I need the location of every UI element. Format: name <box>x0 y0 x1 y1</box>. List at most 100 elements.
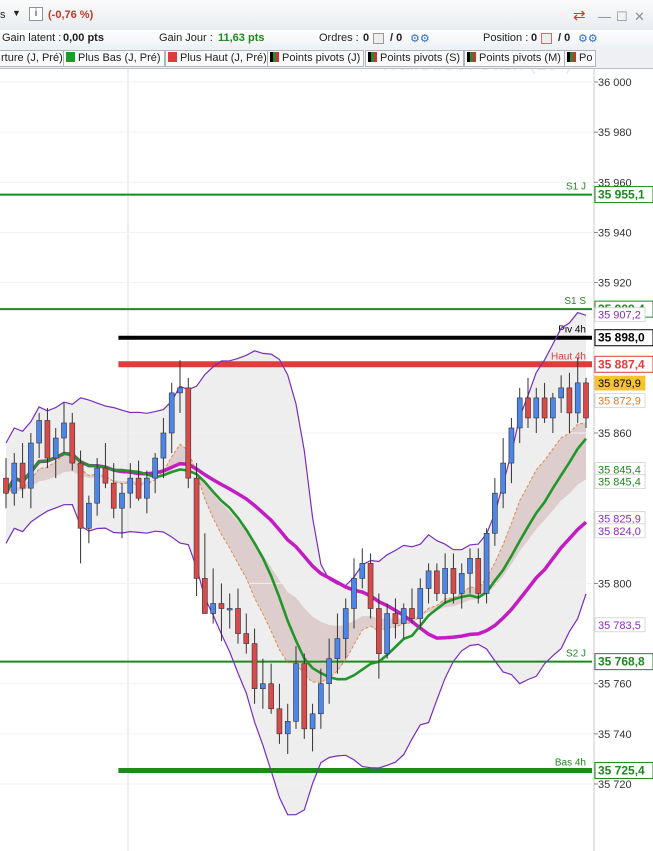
candle[interactable] <box>583 377 589 428</box>
candle[interactable] <box>434 563 440 601</box>
orders-box-icon[interactable] <box>373 33 384 46</box>
candle[interactable] <box>359 548 366 589</box>
candle[interactable] <box>19 443 26 499</box>
pivot-tag-value: 35 768,8 <box>598 655 645 669</box>
indicator-tab-open[interactable]: rture (J, Pré) <box>0 50 67 67</box>
candle[interactable] <box>168 382 175 454</box>
candle[interactable] <box>28 433 34 509</box>
candle[interactable] <box>210 568 216 624</box>
candle[interactable] <box>77 450 84 564</box>
candle[interactable] <box>467 548 473 594</box>
candle[interactable] <box>342 598 349 659</box>
sync-icon[interactable]: ⇄ <box>573 7 586 24</box>
candle[interactable] <box>367 553 374 619</box>
indicator-tab-more[interactable]: Po <box>564 50 597 67</box>
candle[interactable] <box>276 683 283 744</box>
candle[interactable] <box>61 402 67 454</box>
candle[interactable] <box>558 375 564 413</box>
candle[interactable] <box>260 658 266 709</box>
candle[interactable] <box>574 357 581 423</box>
candle[interactable] <box>243 613 250 654</box>
candle[interactable] <box>541 382 548 423</box>
minimize-icon[interactable]: — <box>598 9 611 24</box>
candle[interactable] <box>425 563 432 604</box>
candle[interactable] <box>44 407 51 469</box>
candle-body <box>119 492 125 509</box>
candle[interactable] <box>417 578 424 629</box>
candle[interactable] <box>508 417 515 484</box>
candle[interactable] <box>483 528 490 604</box>
candle[interactable] <box>119 483 125 539</box>
candles[interactable] <box>3 357 589 754</box>
candle[interactable] <box>516 387 523 444</box>
pivot-line-label: Bas 4h <box>555 757 586 768</box>
candle[interactable] <box>400 603 407 639</box>
candle[interactable] <box>450 553 457 604</box>
candle[interactable] <box>127 463 134 509</box>
candle[interactable] <box>11 453 18 506</box>
candle[interactable] <box>384 603 390 659</box>
candle[interactable] <box>525 377 531 428</box>
candle-body <box>508 427 515 464</box>
info-icon[interactable]: i <box>29 7 43 21</box>
position-box-icon[interactable] <box>541 33 552 46</box>
candle[interactable] <box>3 458 9 509</box>
candle[interactable] <box>475 548 482 604</box>
candle[interactable] <box>193 463 200 596</box>
instrument-dropdown-icon[interactable]: ▼ <box>12 8 21 18</box>
candle[interactable] <box>202 533 208 614</box>
candle[interactable] <box>318 668 324 729</box>
candle[interactable] <box>533 387 540 433</box>
candle[interactable] <box>52 427 59 479</box>
candle[interactable] <box>144 470 150 514</box>
indicator-tab-high[interactable]: Plus Haut (J, Pré) <box>165 50 271 67</box>
candle[interactable] <box>284 703 291 754</box>
candle[interactable] <box>301 653 308 739</box>
candle[interactable] <box>492 478 498 546</box>
candle[interactable] <box>86 495 92 544</box>
orders-gear-icon[interactable]: ⚙⚙ <box>410 33 430 45</box>
candle[interactable] <box>392 598 399 639</box>
candle[interactable] <box>177 360 183 413</box>
candle[interactable] <box>409 588 415 624</box>
indicator-tab-low[interactable]: Plus Bas (J, Pré) <box>63 50 165 67</box>
candle[interactable] <box>566 372 573 433</box>
candle[interactable] <box>226 593 233 629</box>
candle[interactable] <box>218 583 225 642</box>
candle[interactable] <box>309 703 316 752</box>
close-icon[interactable]: ✕ <box>634 9 645 24</box>
candle[interactable] <box>94 458 100 516</box>
candle-body <box>293 663 299 722</box>
candle[interactable] <box>458 563 465 609</box>
candle[interactable] <box>69 412 76 471</box>
candle[interactable] <box>376 593 382 679</box>
candle[interactable] <box>235 588 241 644</box>
maximize-icon[interactable]: ☐ <box>616 9 628 24</box>
candle[interactable] <box>102 443 109 489</box>
candle[interactable] <box>36 412 42 459</box>
value-tag-box <box>594 474 646 490</box>
value-tag-box <box>594 307 646 323</box>
candle[interactable] <box>110 463 117 519</box>
candle[interactable] <box>135 460 142 501</box>
candle[interactable] <box>442 553 448 604</box>
candle[interactable] <box>185 377 192 489</box>
indicator-tab-pivots-week[interactable]: Points pivots (S) <box>365 50 465 67</box>
candle-body <box>359 563 366 579</box>
indicator-tab-pivots-day[interactable]: Points pivots (J) <box>267 50 365 67</box>
candle[interactable] <box>152 453 158 494</box>
candle[interactable] <box>251 628 258 704</box>
candle[interactable] <box>550 392 556 433</box>
candle[interactable] <box>160 417 167 479</box>
candle[interactable] <box>293 646 299 729</box>
position-gear-icon[interactable]: ⚙⚙ <box>578 33 598 45</box>
candle[interactable] <box>500 438 506 509</box>
candle[interactable] <box>326 638 332 704</box>
indicator-tab-pivots-month[interactable]: Points pivots (M) <box>464 50 565 67</box>
candle[interactable] <box>334 613 341 674</box>
position-count: 0 <box>531 32 538 44</box>
candle[interactable] <box>268 663 274 714</box>
candle[interactable] <box>351 558 357 629</box>
